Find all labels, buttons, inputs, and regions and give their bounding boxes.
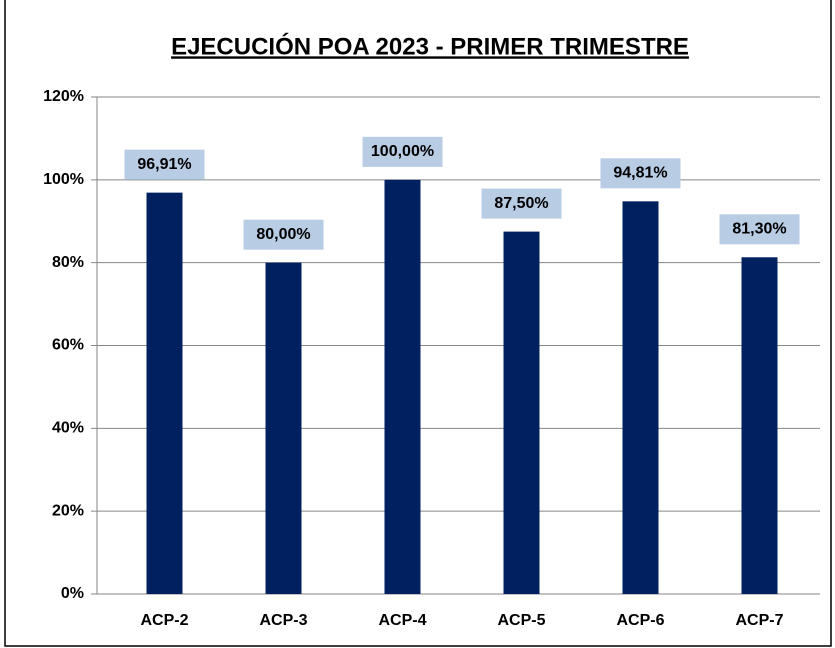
bar [384,179,421,595]
data-label-box [243,219,324,250]
y-tick-label: 120% [43,88,84,105]
y-tick-label: 80% [52,254,84,271]
x-tick-label: ACP-6 [616,612,664,629]
data-label: 80,00% [256,226,310,243]
x-tick-label: ACP-4 [378,612,426,629]
y-tick-label: 0% [61,585,84,602]
data-label-box [719,214,800,245]
bar [622,201,659,594]
x-tick-label: ACP-3 [259,612,307,629]
x-tick-label: ACP-5 [497,612,545,629]
data-label: 96,91% [137,156,191,173]
data-label-box [600,158,681,189]
bar [503,231,540,594]
data-label-box [481,188,562,219]
y-tick-label: 60% [52,337,84,354]
data-label: 87,50% [494,195,548,212]
y-tick-label: 100% [43,171,84,188]
y-tick-label: 40% [52,420,84,437]
data-label: 100,00% [371,143,434,160]
bar [741,257,778,594]
y-tick-label: 20% [52,502,84,519]
bar [265,262,302,594]
data-label-box [362,136,443,167]
data-label: 94,81% [613,165,667,182]
bar [146,192,183,594]
data-label: 81,30% [732,221,786,238]
data-label-box [124,149,205,180]
x-tick-label: ACP-2 [140,612,188,629]
chart-title: EJECUCIÓN POA 2023 - PRIMER TRIMESTRE [171,32,689,60]
x-tick-label: ACP-7 [735,612,783,629]
